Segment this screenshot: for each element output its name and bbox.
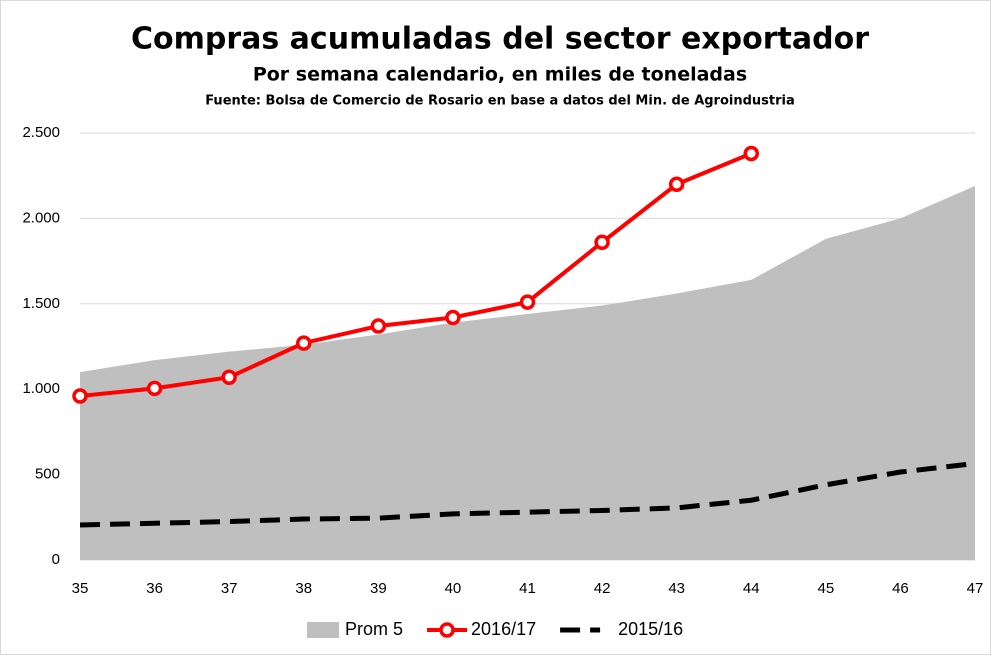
y-tick-label: 0	[52, 551, 60, 568]
y-tick-label: 1.500	[22, 295, 60, 312]
marker	[743, 145, 759, 162]
x-tick-label: 46	[892, 580, 909, 597]
marker	[519, 294, 536, 310]
y-tick-label: 2.500	[22, 124, 60, 141]
marker	[72, 388, 88, 404]
line	[79, 151, 753, 399]
legend-marker	[439, 622, 455, 638]
x-tick-label: 45	[817, 580, 834, 597]
area	[80, 185, 975, 560]
legend-label: Prom 5	[345, 619, 403, 639]
x-tick-label: 38	[295, 580, 312, 597]
marker	[221, 369, 237, 385]
marker	[668, 176, 685, 192]
legend-swatch	[307, 622, 339, 638]
y-tick-label: 1.000	[22, 380, 60, 397]
y-tick-label: 2.000	[22, 209, 60, 226]
x-tick-label: 40	[445, 580, 462, 597]
chart-title: Compras acumuladas del sector exportador	[131, 22, 869, 57]
marker	[370, 318, 387, 334]
x-tick-label: 41	[519, 580, 536, 597]
x-tick-label: 36	[146, 580, 163, 597]
marker	[594, 234, 610, 251]
x-tick-label: 39	[370, 580, 387, 597]
x-tick-label: 35	[72, 580, 89, 597]
chart-subtitle: Por semana calendario, en miles de tonel…	[253, 64, 747, 86]
marker	[445, 309, 461, 326]
x-tick-label: 47	[967, 580, 984, 597]
legend-label: 2016/17	[471, 619, 536, 639]
legend-label: 2015/16	[618, 619, 683, 639]
x-tick-label: 37	[221, 580, 238, 597]
x-tick-label: 44	[743, 580, 760, 597]
marker	[146, 380, 163, 397]
x-tick-label: 43	[668, 580, 685, 597]
chart-source: Fuente: Bolsa de Comercio de Rosario en …	[205, 94, 795, 109]
y-tick-label: 500	[35, 466, 60, 483]
marker	[296, 335, 312, 351]
x-tick-label: 42	[594, 580, 611, 597]
